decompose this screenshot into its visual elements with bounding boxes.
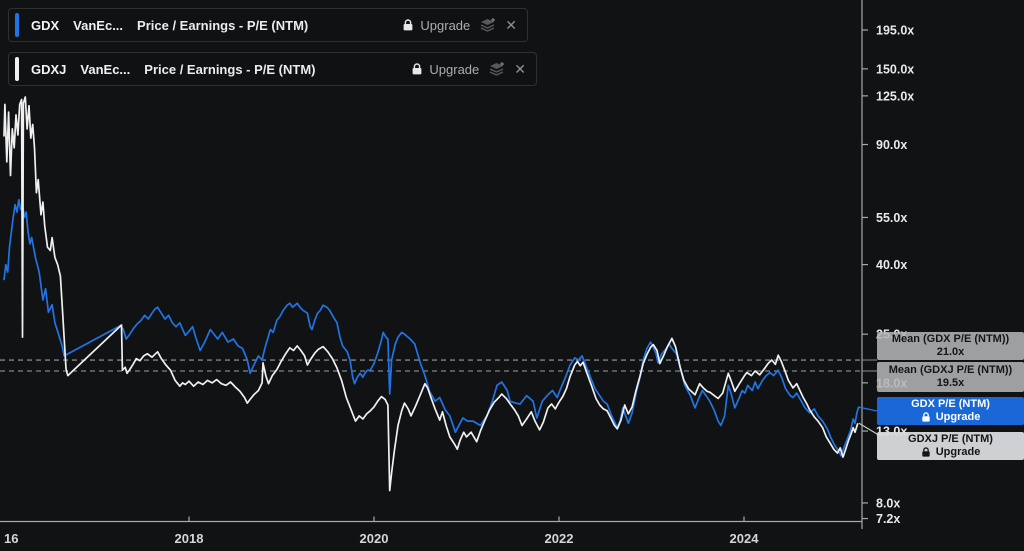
last-value-badge-gdxj[interactable]: GDXJ P/E (NTM) Upgrade <box>877 432 1024 460</box>
mean-badge-title: Mean (GDXJ P/E (NTM)) <box>888 364 1013 376</box>
y-axis-label: 55.0x <box>876 211 907 225</box>
y-axis-label: 195.0x <box>876 24 914 38</box>
layers-add-icon[interactable] <box>479 17 496 33</box>
legend-chip-gdxj[interactable]: GDXJ VanEc... Price / Earnings - P/E (NT… <box>8 52 537 86</box>
legend-chip-gdx[interactable]: GDX VanEc... Price / Earnings - P/E (NTM… <box>8 8 528 42</box>
y-axis-label: 150.0x <box>876 62 914 76</box>
y-axis-label: 7.2x <box>876 512 900 526</box>
series-line-gdxj <box>3 96 859 492</box>
issuer-label: VanEc... <box>80 61 131 77</box>
mean-badge-gdx: Mean (GDX P/E (NTM)) 21.0x <box>877 332 1024 360</box>
mean-badge-gdxj: Mean (GDXJ P/E (NTM)) 19.5x <box>877 362 1024 392</box>
upgrade-label: Upgrade <box>935 411 981 423</box>
x-axis-label: 2020 <box>360 531 389 546</box>
mean-badge-title: Mean (GDX P/E (NTM)) <box>891 333 1010 345</box>
lock-icon <box>403 18 413 30</box>
gdx-last-connector <box>857 406 878 412</box>
metric-label: Price / Earnings - P/E (NTM) <box>144 61 316 77</box>
upgrade-label: Upgrade <box>420 17 471 33</box>
upgrade-label: Upgrade <box>429 61 480 77</box>
upgrade-button[interactable]: Upgrade <box>877 446 1024 459</box>
y-axis-label: 8.0x <box>876 496 900 510</box>
gdxj-last-connector <box>858 422 878 435</box>
last-value-badge-gdx[interactable]: GDX P/E (NTM) Upgrade <box>877 397 1024 425</box>
x-axis-label: 16 <box>4 531 18 546</box>
x-axis-label: 2022 <box>545 531 574 546</box>
ticker-label: GDXJ <box>31 61 67 77</box>
upgrade-label: Upgrade <box>935 446 981 458</box>
upgrade-button[interactable]: Upgrade <box>402 18 470 33</box>
x-axis-label: 2024 <box>730 531 760 546</box>
lock-icon <box>412 62 422 74</box>
issuer-label: VanEc... <box>73 17 124 33</box>
y-axis-label: 90.0x <box>876 138 907 152</box>
series-color-bar <box>15 13 19 37</box>
lock-icon <box>922 412 930 422</box>
ticker-label: GDX <box>31 17 60 33</box>
close-icon[interactable]: ✕ <box>505 17 517 33</box>
upgrade-button[interactable]: Upgrade <box>877 411 1024 424</box>
y-axis-label: 40.0x <box>876 258 907 272</box>
mean-badge-value: 19.5x <box>936 377 965 389</box>
close-icon[interactable]: ✕ <box>514 61 526 77</box>
metric-label: Price / Earnings - P/E (NTM) <box>137 17 309 33</box>
badge-title: GDX P/E (NTM) <box>911 398 990 410</box>
series-line-gdx <box>3 198 860 457</box>
upgrade-button[interactable]: Upgrade <box>411 62 479 77</box>
y-axis-label: 125.0x <box>876 89 914 103</box>
mean-badge-value: 21.0x <box>936 346 965 358</box>
lock-icon <box>922 447 930 457</box>
badge-title: GDXJ P/E (NTM) <box>908 433 993 445</box>
x-axis-label: 2018 <box>175 531 204 546</box>
layers-add-icon[interactable] <box>488 61 505 77</box>
series-color-bar <box>15 57 19 81</box>
